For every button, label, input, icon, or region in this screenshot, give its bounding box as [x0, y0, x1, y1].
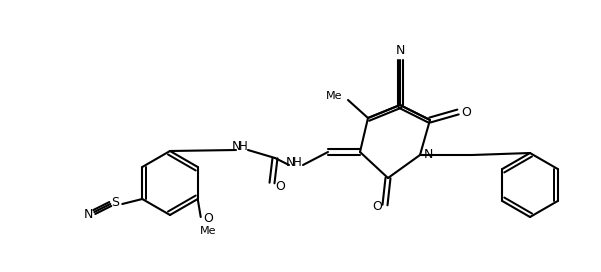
Text: N: N: [285, 156, 294, 168]
Text: Me: Me: [326, 91, 342, 101]
Text: O: O: [461, 106, 471, 119]
Text: Me: Me: [200, 226, 216, 236]
Text: O: O: [203, 212, 213, 225]
Text: O: O: [372, 200, 382, 214]
Text: H: H: [239, 140, 248, 153]
Text: S: S: [111, 196, 119, 209]
Text: O: O: [275, 180, 285, 193]
Text: N: N: [423, 149, 433, 162]
Text: H: H: [293, 156, 301, 168]
Text: N: N: [395, 44, 404, 57]
Text: N: N: [231, 140, 240, 153]
Text: N: N: [84, 208, 93, 221]
